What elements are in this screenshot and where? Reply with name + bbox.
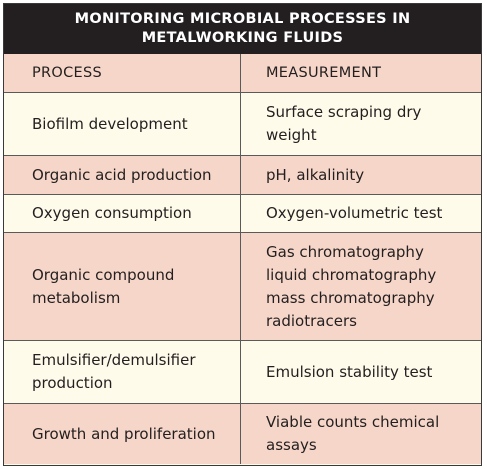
process-text: Emulsifier/demulsifier bbox=[32, 351, 196, 369]
process-cell: Growth and proliferation bbox=[4, 404, 241, 464]
measurement-cell: Surface scraping dry weight bbox=[241, 93, 481, 156]
measurement-cell: Gas chromatography liquid chromatography… bbox=[241, 233, 481, 341]
table-row: Oxygen consumption Oxygen-volumetric tes… bbox=[4, 195, 481, 233]
microbial-processes-table: MONITORING MICROBIAL PROCESSES IN METALW… bbox=[3, 3, 482, 466]
measurement-text: mass chromatography bbox=[266, 288, 435, 307]
measurement-text: weight bbox=[266, 126, 317, 144]
measurement-cell: Viable counts chemical assays bbox=[241, 404, 481, 464]
measurement-text: Surface scraping dry bbox=[266, 103, 422, 121]
measurement-text: Gas chromatography bbox=[266, 242, 424, 261]
table-title: MONITORING MICROBIAL PROCESSES IN METALW… bbox=[4, 4, 481, 54]
measurement-text: radiotracers bbox=[266, 311, 357, 330]
process-text: metabolism bbox=[32, 288, 121, 307]
measurement-text: Viable counts chemical bbox=[266, 413, 440, 431]
process-cell: Organic acid production bbox=[4, 156, 241, 195]
process-cell: Organic compound metabolism bbox=[4, 233, 241, 341]
measurement-cell: Oxygen-volumetric test bbox=[241, 195, 481, 233]
process-cell: Emulsifier/demulsifier production bbox=[4, 341, 241, 404]
process-cell: Oxygen consumption bbox=[4, 195, 241, 233]
process-text: Biofilm development bbox=[32, 114, 188, 133]
table-title-line-1: MONITORING MICROBIAL PROCESSES IN bbox=[74, 11, 411, 27]
table-title-line-2: METALWORKING FLUIDS bbox=[141, 30, 344, 46]
process-cell: Biofilm development bbox=[4, 93, 241, 156]
table-row: Organic acid production pH, alkalinity bbox=[4, 156, 481, 195]
table-row: Biofilm development Surface scraping dry… bbox=[4, 93, 481, 156]
measurement-cell: Emulsion stability test bbox=[241, 341, 481, 404]
column-header-measurement: MEASUREMENT bbox=[241, 54, 481, 93]
column-header-process: PROCESS bbox=[4, 54, 241, 93]
measurement-text: assays bbox=[266, 436, 317, 454]
table-row: Growth and proliferation Viable counts c… bbox=[4, 404, 481, 464]
measurement-text: liquid chromatography bbox=[266, 265, 437, 284]
process-text: Organic compound bbox=[32, 265, 175, 284]
table-row: Organic compound metabolism Gas chromato… bbox=[4, 233, 481, 341]
table-header-row: PROCESS MEASUREMENT bbox=[4, 54, 481, 93]
table-row: Emulsifier/demulsifier production Emulsi… bbox=[4, 341, 481, 404]
process-text: production bbox=[32, 374, 113, 392]
measurement-cell: pH, alkalinity bbox=[241, 156, 481, 195]
